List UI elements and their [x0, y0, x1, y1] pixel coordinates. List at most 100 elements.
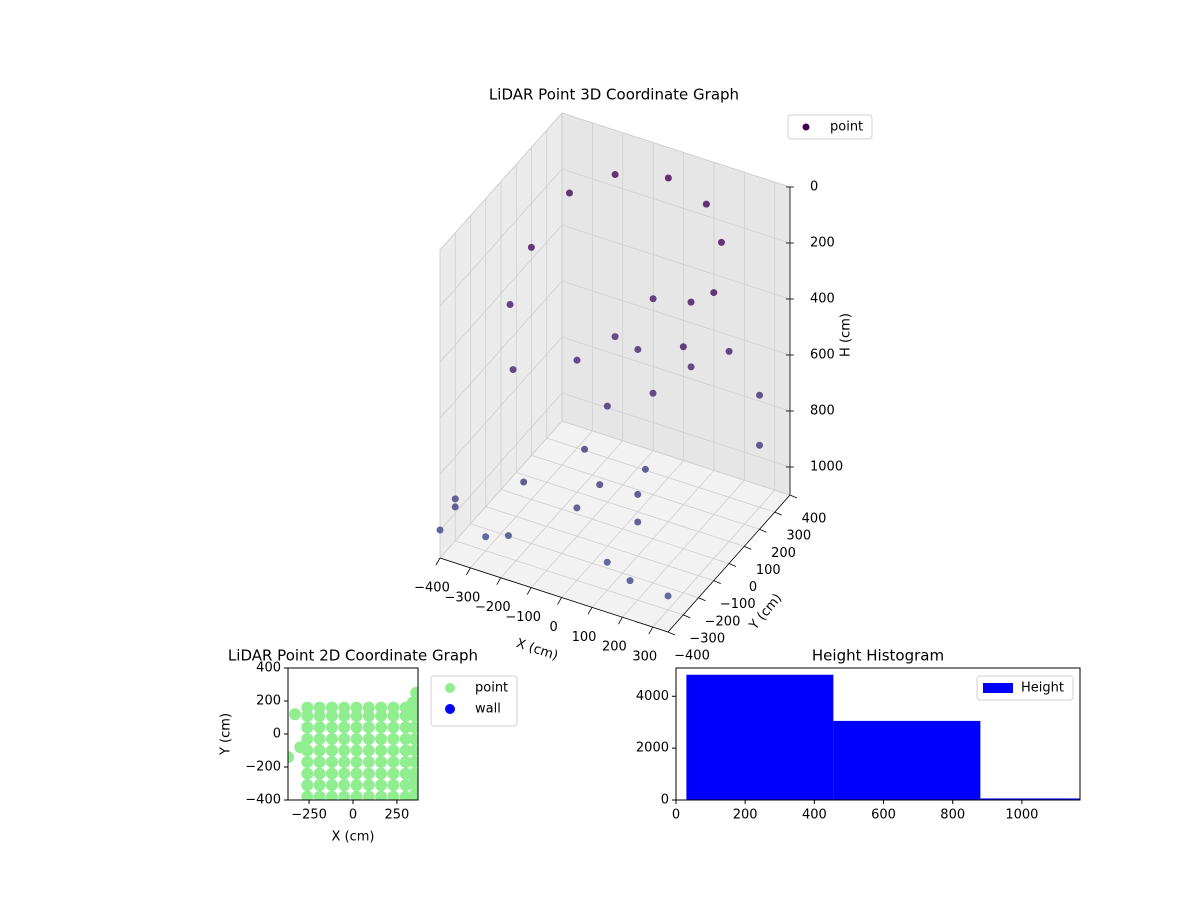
chart-title: LiDAR Point 2D Coordinate Graph: [228, 647, 478, 665]
tick-mark: [728, 563, 737, 567]
z-tick-label: 800: [810, 404, 835, 419]
x-tick-label: 100: [572, 630, 597, 645]
point: [350, 721, 363, 734]
legend-marker: [445, 704, 455, 714]
point: [387, 767, 400, 780]
y-tick-label: −200: [245, 760, 281, 775]
legend-box: [976, 675, 1074, 701]
point: [325, 756, 338, 769]
y-tick-label: 200: [771, 546, 796, 561]
point: [294, 741, 307, 754]
point: [387, 779, 400, 792]
point: [482, 533, 490, 541]
bars: [686, 674, 1080, 800]
legend-box: [787, 114, 873, 140]
point: [603, 558, 611, 566]
legend-marker: [802, 123, 810, 131]
point: [596, 481, 604, 489]
point: [375, 779, 388, 792]
tick-mark: [648, 626, 654, 635]
point: [313, 779, 326, 792]
point: [313, 709, 326, 722]
point: [313, 721, 326, 734]
z-tick-label: 1000: [810, 460, 843, 475]
point: [362, 767, 375, 780]
z-tick-label: 200: [810, 236, 835, 251]
point: [375, 721, 388, 734]
tick-mark: [667, 631, 676, 636]
point: [436, 526, 444, 534]
point: [387, 756, 400, 769]
x-tick-label: 400: [802, 808, 827, 823]
point: [313, 790, 326, 800]
point: [527, 243, 535, 251]
point: [451, 503, 459, 511]
x-tick-label: 300: [632, 650, 657, 665]
point: [301, 732, 314, 745]
bar: [980, 798, 1080, 800]
points: [288, 686, 418, 800]
point: [634, 345, 642, 353]
x-axis-label: X (cm): [332, 830, 375, 845]
x-tick-label: −250: [291, 808, 327, 823]
point: [664, 592, 672, 600]
axes-frame: [675, 667, 1081, 801]
point: [338, 721, 351, 734]
x-tick-label: 200: [733, 808, 758, 823]
point: [387, 709, 400, 722]
point: [325, 732, 338, 745]
point: [338, 779, 351, 792]
point: [338, 767, 351, 780]
point: [756, 441, 763, 449]
grid-line: [439, 224, 563, 363]
bar: [686, 674, 834, 800]
point: [362, 790, 375, 800]
point: [313, 701, 326, 714]
point: [375, 709, 388, 722]
y-tick-label: 100: [756, 563, 781, 578]
point: [399, 721, 412, 734]
point: [350, 744, 363, 757]
point: [338, 744, 351, 757]
point: [451, 495, 459, 503]
bar: [833, 720, 981, 800]
point: [399, 709, 412, 722]
legend-label: Height: [1021, 681, 1064, 696]
point: [301, 767, 314, 780]
tick-mark: [618, 617, 623, 625]
point: [603, 402, 611, 410]
grid-line: [561, 336, 791, 412]
grid-line: [439, 168, 563, 307]
z-axis-label: H (cm): [839, 313, 854, 357]
point: [350, 790, 363, 800]
point: [387, 701, 400, 714]
point: [350, 732, 363, 745]
point: [350, 756, 363, 769]
point: [362, 744, 375, 757]
point: [641, 465, 649, 473]
x-tick-label: 0: [549, 620, 557, 635]
grid-line: [439, 336, 563, 475]
tick-mark: [466, 567, 471, 576]
grid-line: [561, 168, 791, 244]
grid-line: [561, 420, 791, 496]
point: [301, 721, 314, 734]
point: [634, 490, 642, 498]
point: [408, 774, 418, 787]
grid-line: [561, 280, 791, 356]
point: [338, 790, 351, 800]
point: [301, 756, 314, 769]
x-tick-label: 0: [672, 808, 680, 823]
point: [387, 790, 400, 800]
legend-label: point: [830, 120, 863, 135]
x-tick-label: −200: [475, 600, 511, 615]
y-tick-label: −200: [705, 614, 741, 629]
point: [325, 790, 338, 800]
point: [301, 709, 314, 722]
y-tick-label: 400: [256, 661, 281, 676]
y-tick-label: 0: [749, 580, 757, 595]
chart-hist: 0 200 400 600 800 1000 0 2000 4000 Height Histogr…: [636, 647, 1081, 823]
point: [325, 767, 338, 780]
y-tick-label: 4000: [636, 689, 669, 704]
point: [509, 366, 517, 374]
